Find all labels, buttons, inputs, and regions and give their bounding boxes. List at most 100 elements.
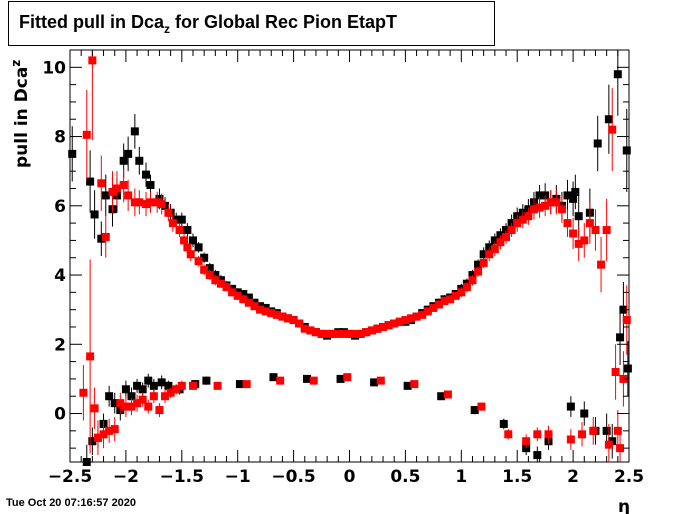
data-point xyxy=(303,374,312,383)
data-point xyxy=(504,430,513,439)
data-point xyxy=(533,451,542,460)
data-point xyxy=(142,170,151,179)
data-point xyxy=(518,215,527,224)
data-point xyxy=(580,236,589,245)
data-point xyxy=(105,392,114,401)
data-point xyxy=(166,388,175,397)
data-point xyxy=(130,198,139,207)
data-point xyxy=(183,243,192,252)
data-point xyxy=(200,265,209,274)
data-point xyxy=(589,426,598,435)
data-point xyxy=(121,385,130,394)
data-point xyxy=(401,316,410,325)
data-point xyxy=(522,437,531,446)
data-point xyxy=(202,376,211,385)
data-point xyxy=(622,146,631,155)
data-point xyxy=(451,291,460,300)
data-point xyxy=(146,181,155,190)
tick-labels-layer: −2.5 −2 −1.5 −1 −0.5 0 0.5 1 1.5 2 2.5 0 2 4 6 8 10 xyxy=(42,58,644,487)
data-point xyxy=(284,314,293,323)
data-point xyxy=(105,426,114,435)
data-point xyxy=(395,317,404,326)
data-point xyxy=(276,376,285,385)
ticks-layer xyxy=(69,49,630,462)
data-point xyxy=(490,236,499,245)
data-point xyxy=(611,367,620,376)
data-point xyxy=(535,191,544,200)
data-point xyxy=(142,200,151,209)
data-point xyxy=(571,187,580,196)
data-point xyxy=(546,198,555,207)
data-point xyxy=(127,392,136,401)
data-point xyxy=(552,198,561,207)
data-point xyxy=(133,381,142,390)
data-point xyxy=(244,293,253,302)
data-point xyxy=(311,328,320,337)
data-point xyxy=(513,219,522,228)
data-point xyxy=(200,253,209,262)
data-point xyxy=(119,156,128,165)
data-point xyxy=(474,267,483,276)
data-point xyxy=(474,260,483,269)
data-point xyxy=(155,406,164,415)
data-point xyxy=(205,264,214,273)
data-point xyxy=(183,226,192,235)
data-point xyxy=(373,324,382,333)
data-point xyxy=(153,198,162,207)
data-point xyxy=(272,310,281,319)
chart-title: Fitted pull in Dcaz for Global Rec Pion … xyxy=(19,12,398,36)
data-point xyxy=(90,210,99,219)
data-point xyxy=(138,395,147,404)
data-point xyxy=(533,430,542,439)
data-point xyxy=(149,381,158,390)
data-point xyxy=(127,402,136,411)
data-point xyxy=(233,291,242,300)
data-point xyxy=(569,229,578,238)
data-point xyxy=(110,425,119,434)
data-point xyxy=(563,191,572,200)
data-point xyxy=(356,329,365,338)
data-point xyxy=(477,402,486,411)
data-point xyxy=(406,314,415,323)
data-point xyxy=(328,329,337,338)
timestamp: Tue Oct 20 07:16:57 2020 xyxy=(6,497,137,509)
y-tick-label: 10 xyxy=(42,58,66,78)
data-point xyxy=(462,283,471,292)
data-point xyxy=(351,329,360,338)
data-point xyxy=(213,381,222,390)
data-point xyxy=(168,219,177,228)
data-point xyxy=(370,378,379,387)
data-point xyxy=(261,307,270,316)
data-point xyxy=(597,260,606,269)
y-tick-label: 4 xyxy=(54,266,66,286)
data-point xyxy=(278,312,287,321)
data-point xyxy=(119,181,128,190)
data-point xyxy=(269,373,278,382)
data-point xyxy=(194,257,203,266)
data-point xyxy=(524,212,533,221)
data-point xyxy=(149,392,158,401)
data-point xyxy=(101,232,110,241)
data-point xyxy=(403,381,412,390)
x-axis-title: η xyxy=(618,497,630,514)
x-tick-label: 1 xyxy=(455,467,467,487)
data-point xyxy=(613,426,622,435)
data-point xyxy=(343,373,352,382)
series-0 xyxy=(68,50,632,466)
data-point xyxy=(175,226,184,235)
data-point xyxy=(97,234,106,243)
data-point xyxy=(88,437,97,446)
data-point xyxy=(623,364,632,373)
data-point xyxy=(90,404,99,413)
data-series-layer xyxy=(68,50,632,466)
title-box: Fitted pull in Dcaz for Global Rec Pion … xyxy=(8,1,495,46)
data-point xyxy=(604,440,613,449)
data-point xyxy=(339,329,348,338)
data-point xyxy=(228,288,237,297)
data-point xyxy=(317,329,326,338)
series-1 xyxy=(79,50,631,462)
chart-title-subscript: z xyxy=(164,22,171,36)
data-point xyxy=(574,212,583,221)
x-tick-label: 0 xyxy=(344,467,356,487)
